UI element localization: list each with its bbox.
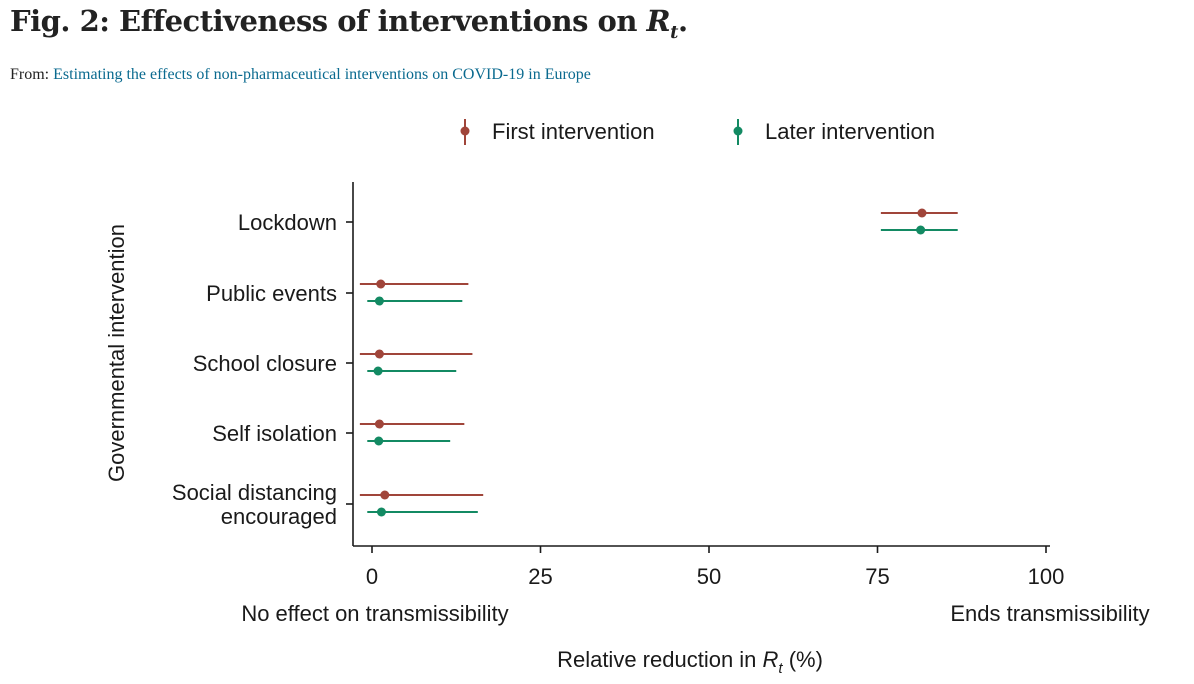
x-annotation-high: Ends transmissibility (950, 601, 1149, 626)
point-marker (374, 419, 384, 429)
x-tick-label: 25 (528, 564, 552, 589)
point-marker (373, 366, 383, 376)
category-label: School closure (193, 351, 337, 376)
point-marker (380, 490, 390, 500)
category-label: Self isolation (212, 421, 337, 446)
legend-item: First intervention (460, 119, 655, 145)
source-line: From: Estimating the effects of non-phar… (10, 66, 591, 84)
point-marker (916, 225, 926, 235)
source-label: From: (10, 66, 50, 83)
point-marker (376, 507, 386, 517)
point-marker (374, 296, 384, 306)
x-tick-label: 50 (697, 564, 721, 589)
figure-title: Fig. 2: Effectiveness of interventions o… (10, 4, 688, 43)
x-tick-label: 0 (366, 564, 378, 589)
category-label: Lockdown (238, 210, 337, 235)
figure-title-text: Fig. 2: Effectiveness of interventions o… (10, 4, 637, 38)
point-marker (374, 349, 384, 359)
legend-key-marker (460, 126, 470, 136)
legend-label: Later intervention (765, 119, 935, 144)
legend-key-marker (733, 126, 743, 136)
x-annotation-low: No effect on transmissibility (241, 601, 508, 626)
figure-title-rt: Rt (646, 4, 679, 43)
category-label: encouraged (221, 504, 337, 529)
point-marker (376, 279, 386, 289)
x-tick-label: 75 (865, 564, 889, 589)
legend-item: Later intervention (733, 119, 935, 145)
legend-label: First intervention (492, 119, 655, 144)
y-axis-title: Governmental intervention (104, 224, 129, 482)
source-article-link[interactable]: Estimating the effects of non-pharmaceut… (53, 66, 591, 83)
x-axis-title: Relative reduction in Rt (%) (557, 647, 823, 677)
x-tick-label: 100 (1028, 564, 1065, 589)
category-label: Social distancing (172, 480, 337, 505)
category-label: Public events (206, 281, 337, 306)
point-marker (374, 436, 384, 446)
point-marker (917, 208, 927, 218)
